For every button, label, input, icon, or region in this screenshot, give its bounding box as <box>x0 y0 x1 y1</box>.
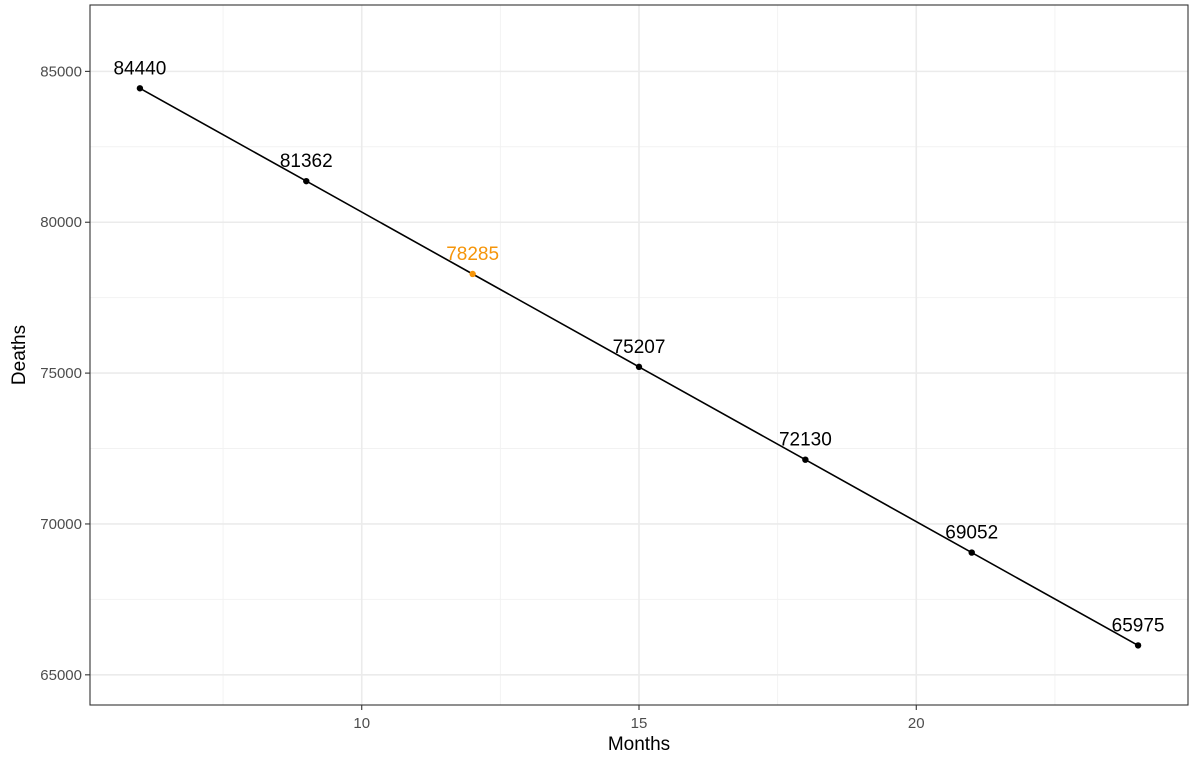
data-point <box>136 85 144 92</box>
y-tick-label: 75000 <box>40 365 82 382</box>
data-label: 75207 <box>613 337 666 358</box>
data-point <box>968 549 975 556</box>
data-label: 81362 <box>280 151 333 172</box>
y-tick-label: 65000 <box>40 667 82 684</box>
y-axis: 65000 70000 75000 80000 85000 <box>40 63 90 684</box>
x-tick-label: 20 <box>908 715 925 732</box>
data-label: 65975 <box>1112 615 1165 636</box>
major-gridlines <box>90 5 1188 705</box>
data-point <box>1134 642 1142 649</box>
highlighted-data-label: 78285 <box>446 244 499 265</box>
data-point <box>802 456 809 463</box>
highlighted-data-point <box>469 270 476 278</box>
series-layer <box>136 85 1142 649</box>
y-tick-label: 70000 <box>40 516 82 533</box>
data-label: 72130 <box>779 430 832 451</box>
x-tick-label: 15 <box>631 715 648 732</box>
x-axis: 10 15 20 <box>353 705 925 732</box>
x-axis-title: Months <box>608 734 670 755</box>
data-labels-layer: 84440 81362 78285 75207 72130 69052 65975 <box>113 58 1164 636</box>
data-label: 69052 <box>945 523 998 544</box>
data-point <box>303 177 310 185</box>
y-tick-label: 80000 <box>40 214 82 231</box>
y-axis-title: Deaths <box>9 325 30 385</box>
y-tick-label: 85000 <box>40 63 82 80</box>
data-point <box>635 363 643 371</box>
data-label: 84440 <box>113 58 166 79</box>
x-tick-label: 10 <box>353 715 370 732</box>
